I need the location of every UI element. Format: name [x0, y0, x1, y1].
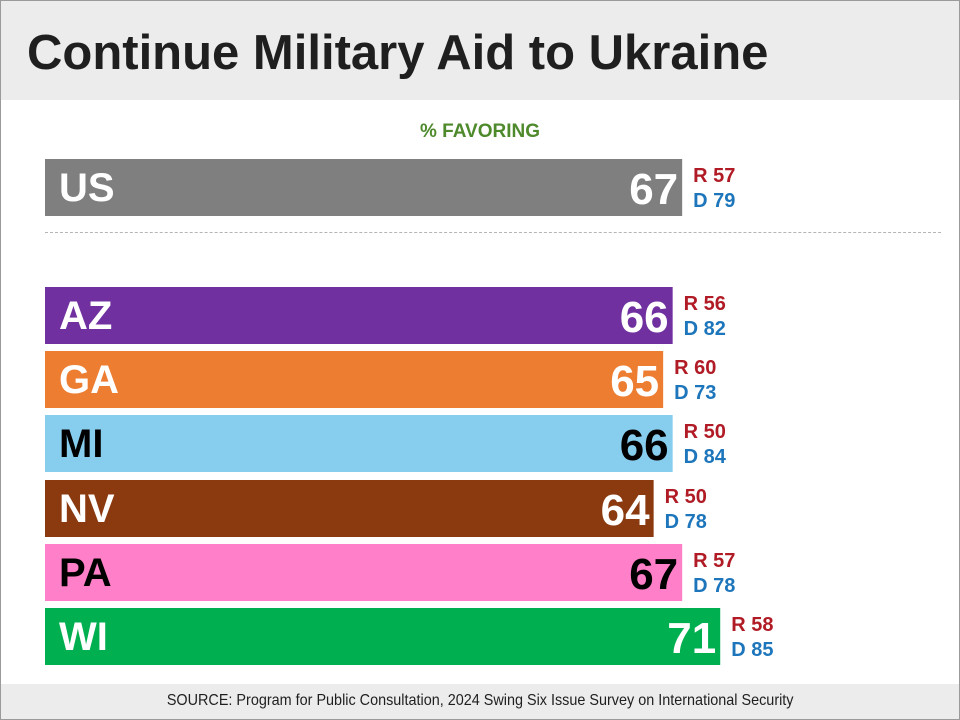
democrat-value-pa: D 78: [693, 575, 735, 597]
bar-value-ga: 65: [610, 357, 659, 406]
democrat-value-us: D 79: [693, 190, 735, 212]
source-footer: SOURCE: Program for Public Consultation,…: [1, 684, 959, 719]
chart-subtitle: % FAVORING: [420, 121, 540, 142]
bar-label-wi: WI: [59, 615, 108, 659]
democrat-value-wi: D 85: [731, 639, 773, 661]
bar-wi: [45, 608, 721, 665]
bar-value-az: 66: [620, 293, 669, 342]
bar-az: [45, 287, 673, 344]
democrat-value-ga: D 73: [674, 382, 716, 404]
bar-pa: [45, 544, 683, 601]
bar-label-pa: PA: [59, 551, 112, 595]
bar-value-wi: 71: [667, 614, 716, 663]
republican-value-pa: R 57: [693, 550, 735, 572]
republican-value-mi: R 50: [684, 421, 726, 443]
us-states-divider: [45, 232, 941, 233]
republican-value-ga: R 60: [674, 357, 716, 379]
bar-chart: US 67 R 57 D 79 AZ 66 R 56 D 82 GA 65 R 60 D 73 MI 66…: [45, 159, 773, 665]
republican-value-az: R 56: [684, 293, 726, 315]
bar-label-az: AZ: [59, 294, 112, 338]
bar-value-nv: 64: [601, 486, 650, 535]
republican-value-wi: R 58: [731, 614, 773, 636]
bar-value-mi: 66: [620, 421, 669, 470]
bar-value-pa: 67: [629, 550, 678, 599]
democrat-value-mi: D 84: [684, 446, 727, 468]
bar-ga: [45, 351, 664, 408]
bar-label-ga: GA: [59, 358, 119, 402]
bar-value-us: 67: [629, 165, 678, 214]
republican-value-nv: R 50: [665, 486, 707, 508]
democrat-value-az: D 82: [684, 318, 726, 340]
bar-nv: [45, 480, 654, 537]
bar-label-mi: MI: [59, 422, 103, 466]
bar-mi: [45, 415, 673, 472]
republican-value-us: R 57: [693, 165, 735, 187]
bar-label-nv: NV: [59, 487, 115, 531]
source-text: SOURCE: Program for Public Consultation,…: [166, 692, 794, 709]
bar-us: [45, 159, 683, 216]
bar-label-us: US: [59, 166, 115, 210]
chart-title: Continue Military Aid to Ukraine: [27, 26, 769, 80]
header-band: Continue Military Aid to Ukraine: [1, 1, 959, 100]
democrat-value-nv: D 78: [665, 511, 707, 533]
